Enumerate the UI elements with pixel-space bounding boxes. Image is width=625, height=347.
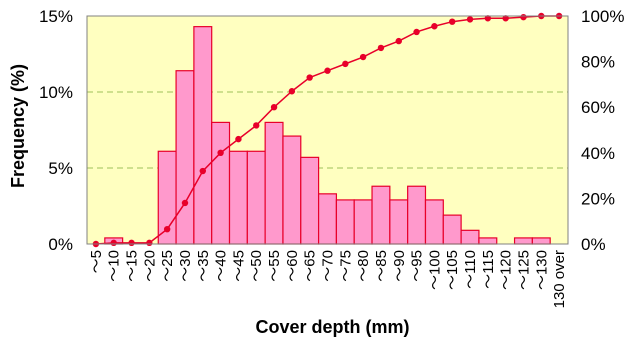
x-tick-label: ～70 [320, 250, 337, 282]
cumulative-point [324, 67, 331, 74]
bar [531, 237, 551, 245]
cumulative-point [359, 53, 367, 61]
x-tick-label: ～100 [426, 250, 443, 290]
cumulative-point [235, 135, 242, 143]
x-axis-title: Cover depth (mm) [255, 317, 409, 337]
cumulative-point [110, 239, 117, 247]
x-tick-label: ～20 [141, 250, 158, 282]
x-tick-label: ～105 [444, 250, 461, 290]
bar [478, 237, 498, 245]
x-tick-label: ～35 [195, 250, 212, 282]
bar [389, 199, 409, 245]
cumulative-point [199, 167, 206, 175]
x-tick-label: ～130 [533, 250, 550, 290]
y2-tick-label: 60% [581, 98, 615, 117]
cumulative-point [431, 23, 438, 30]
plot-area: 0%5%10%15%0%20%40%60%80%100%～5 ～10 ～15 ～20 ～… [8, 7, 624, 337]
y2-tick-label: 80% [581, 53, 615, 72]
bar [193, 26, 213, 245]
y-tick-label: 10% [39, 83, 73, 102]
y-tick-label: 0% [48, 235, 73, 254]
x-tick-label: ～65 [302, 250, 319, 282]
bar [335, 199, 355, 245]
x-tick-label: ～85 [373, 250, 390, 282]
bar [264, 121, 284, 245]
cumulative-point [253, 122, 260, 129]
cumulative-point [146, 239, 153, 247]
bar [407, 185, 427, 245]
bar [282, 135, 302, 245]
cumulative-point [466, 16, 474, 23]
bar [317, 193, 338, 245]
cumulative-point [413, 28, 420, 36]
bar [513, 237, 533, 245]
bar [424, 199, 444, 245]
x-tick-label: ～50 [248, 250, 265, 282]
x-tick-label: ～5 [88, 250, 105, 273]
cumulative-point [502, 15, 509, 22]
bar [175, 70, 195, 245]
x-tick-label: ～110 [462, 250, 479, 289]
y-tick-label: 5% [48, 159, 73, 178]
x-tick-label: ～95 [409, 250, 426, 282]
cumulative-point [128, 239, 135, 247]
cumulative-point [342, 60, 349, 68]
cumulative-point [270, 104, 278, 111]
cumulative-point [306, 74, 313, 81]
bar [460, 229, 480, 245]
cumulative-point [449, 18, 456, 25]
x-tick-label: ～60 [284, 250, 301, 282]
x-tick-label: ～15 [124, 250, 141, 282]
x-tick-label: ～45 [230, 250, 247, 282]
x-tick-label: ～115 [480, 250, 497, 289]
bar [211, 121, 231, 245]
x-tick-label: ～30 [177, 250, 194, 282]
bar [353, 199, 373, 245]
x-tick-label: ～120 [498, 250, 515, 290]
bar [442, 214, 462, 245]
cumulative-point [484, 15, 492, 22]
bar [246, 150, 266, 245]
x-tick-label: ～55 [266, 250, 283, 282]
x-tick-label: 130 over [551, 250, 568, 308]
bar [228, 150, 248, 245]
y2-tick-label: 100% [581, 7, 624, 26]
y-axis-title: Frequency (%) [8, 64, 28, 188]
y2-tick-label: 40% [581, 144, 615, 163]
cumulative-point [377, 44, 385, 52]
x-tick-label: ～75 [337, 250, 354, 282]
x-tick-label: ～10 [106, 250, 123, 282]
cumulative-point [520, 13, 527, 21]
bar [371, 185, 391, 245]
y-tick-label: 15% [39, 7, 73, 26]
x-tick-label: ～40 [213, 250, 230, 282]
cumulative-point [181, 199, 189, 207]
y2-tick-label: 0% [581, 235, 606, 254]
x-tick-label: ～80 [355, 250, 372, 282]
x-tick-label: ～90 [391, 250, 408, 282]
plot-border [86, 15, 569, 245]
cumulative-point [163, 225, 171, 233]
cumulative-point [217, 149, 224, 156]
bar [300, 156, 320, 245]
x-tick-label: ～25 [159, 250, 176, 282]
cumulative-point [288, 88, 296, 95]
cumulative-point [395, 37, 402, 45]
x-tick-label: ～125 [515, 250, 532, 290]
y2-tick-label: 20% [581, 189, 615, 208]
